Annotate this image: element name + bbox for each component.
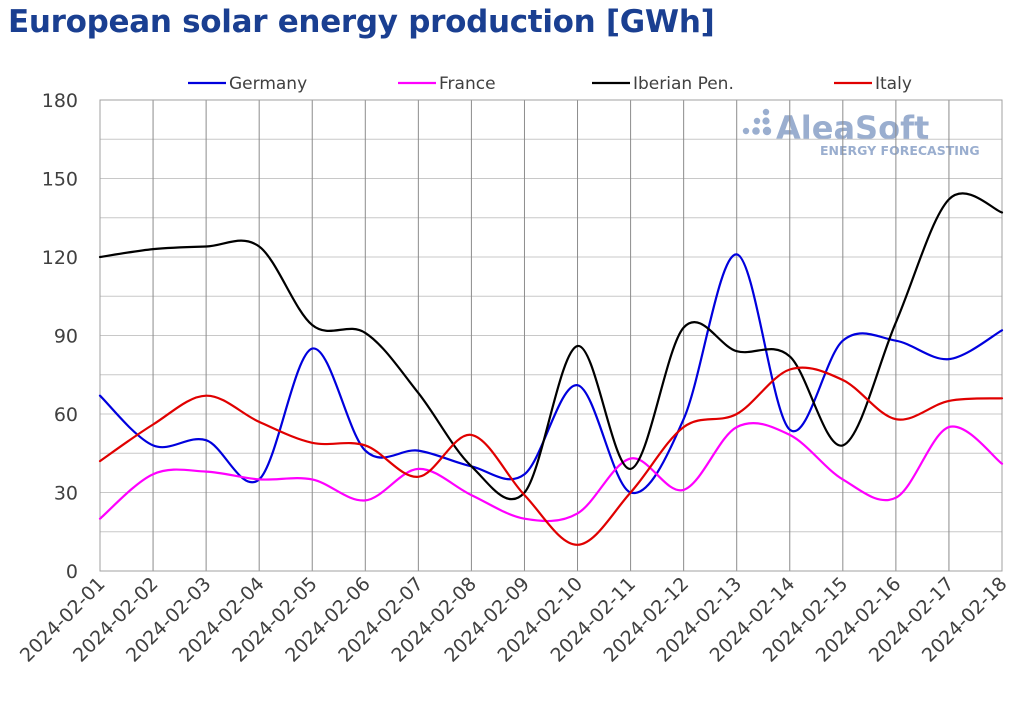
series-line-germany [98, 253, 1004, 495]
y-tick-label: 180 [42, 90, 78, 112]
legend-label-france: France [439, 74, 496, 94]
y-tick-label: 0 [66, 561, 78, 583]
logo-tagline: ENERGY FORECASTING [820, 143, 980, 158]
logo-dots-icon [742, 108, 772, 136]
grid [99, 99, 1003, 572]
y-axis: 0 30 60 90 120 150 180 [42, 90, 78, 583]
legend-label-iberian-pen: Iberian Pen. [633, 74, 734, 94]
series-lines [98, 192, 1004, 546]
logo-name: AleaSoft [776, 109, 929, 147]
y-tick-label: 90 [54, 326, 78, 348]
legend-label-italy: Italy [875, 74, 912, 94]
series-line-iberian-pen [98, 192, 1004, 501]
aleasoft-logo: AleaSoft ENERGY FORECASTING [742, 108, 980, 158]
chart-title: European solar energy production [GWh] [8, 4, 715, 40]
x-axis: 2024-02-012024-02-022024-02-032024-02-04… [16, 573, 1012, 667]
y-tick-label: 60 [54, 404, 78, 426]
series-line-italy [98, 366, 1004, 546]
y-tick-label: 120 [42, 247, 78, 269]
y-tick-label: 30 [54, 483, 78, 505]
legend: Germany France Iberian Pen. Italy [188, 74, 912, 94]
y-tick-label: 150 [42, 169, 78, 191]
series-line-france [98, 422, 1004, 523]
plot-frame [99, 99, 1003, 572]
legend-label-germany: Germany [229, 74, 307, 94]
